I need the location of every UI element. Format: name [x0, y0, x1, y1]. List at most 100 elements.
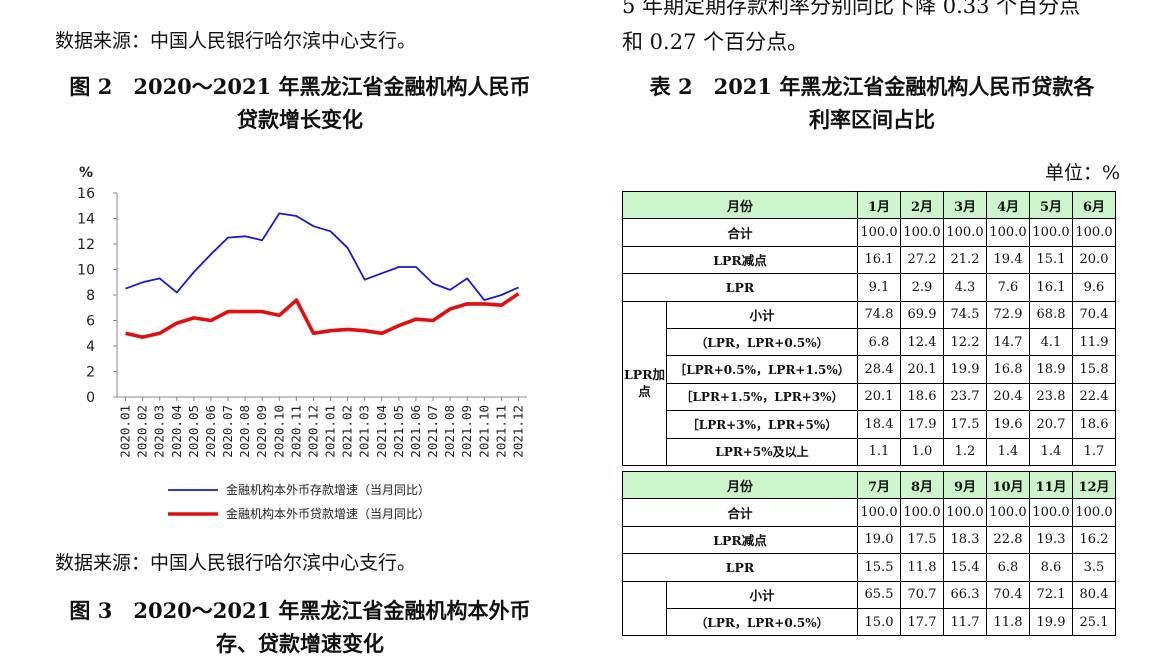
table-cell: 100.0 [1073, 499, 1116, 526]
table-cell: 20.4 [987, 383, 1030, 410]
table-cell: 6.8 [858, 328, 901, 355]
x-tick-label: 2020.03 [152, 405, 167, 458]
table-row: LPR减点 16.1 27.2 21.2 19.4 15.1 20.0 [623, 246, 1116, 273]
x-tick-label: 2021.04 [374, 405, 389, 458]
table-cell: 11.8 [901, 554, 944, 581]
table-header-row: 月份 1月 2月 3月 4月 5月 6月 [623, 192, 1116, 219]
table-cell: 74.5 [944, 301, 987, 328]
table-cell: 22.4 [1073, 383, 1116, 410]
table-cell: 69.9 [901, 301, 944, 328]
table-cell: 17.5 [901, 526, 944, 553]
table-cell: 1.4 [987, 438, 1030, 465]
unit-label: 单位：% [1045, 158, 1120, 185]
table-row: 小计 65.5 70.7 66.3 70.4 72.1 80.4 [623, 581, 1116, 608]
table-cell: 23.7 [944, 383, 987, 410]
table-cell: 11.8 [987, 608, 1030, 635]
table-cell: 65.5 [858, 581, 901, 608]
rate-table-h1: 月份 1月 2月 3月 4月 5月 6月 合计 100.0 100.0 100.… [622, 191, 1116, 466]
x-tick-label: 2020.10 [271, 405, 286, 458]
table-cell: 1.7 [1073, 438, 1116, 465]
table-cell: 100.0 [901, 219, 944, 246]
x-tick-label: 2020.01 [118, 405, 133, 458]
figure-3-title-line2: 存、贷款增速变化 [40, 627, 560, 660]
x-tick-label: 2020.05 [186, 405, 201, 458]
table-cell: 66.3 [944, 581, 987, 608]
y-tick-label: 14 [77, 212, 95, 228]
table-row: LPR+5%及以上 1.1 1.0 1.2 1.4 1.4 1.7 [623, 438, 1116, 465]
x-tick-label: 2020.08 [237, 405, 252, 458]
table-row: （LPR，LPR+0.5%） 15.0 17.7 11.7 11.8 19.9 … [623, 608, 1116, 635]
row-label: LPR减点 [623, 526, 858, 553]
lpr-plus-group-label: LPR加 点 [623, 301, 667, 465]
table-cell: 16.1 [1030, 274, 1073, 301]
legend-label: 金融机构本外币存款增速（当月同比） [226, 482, 430, 497]
side-label-line1: LPR加 [623, 366, 666, 383]
table-cell: 18.3 [944, 526, 987, 553]
table-cell: 11.7 [944, 608, 987, 635]
table-cell: 19.9 [944, 356, 987, 383]
table-cell: 9.6 [1073, 274, 1116, 301]
table-cell: 19.6 [987, 411, 1030, 438]
rate-table-h2: 月份 7月 8月 9月 10月 11月 12月 合计 100.0 100.0 1… [622, 471, 1116, 636]
y-tick-label: 2 [86, 365, 95, 381]
table-cell: 20.0 [1073, 246, 1116, 273]
table-cell: 15.4 [944, 554, 987, 581]
row-label: 合计 [623, 219, 858, 246]
table-cell: 19.9 [1030, 608, 1073, 635]
y-tick-label: 10 [77, 263, 95, 279]
table-cell: 1.1 [858, 438, 901, 465]
month-col: 7月 [858, 472, 901, 499]
y-tick-label: 16 [77, 186, 95, 202]
table-cell: 9.1 [858, 274, 901, 301]
month-col: 3月 [944, 192, 987, 219]
table-cell: 70.4 [1073, 301, 1116, 328]
table-cell: 100.0 [944, 499, 987, 526]
y-tick-label: 0 [86, 390, 95, 406]
table-header-row: 月份 7月 8月 9月 10月 11月 12月 [623, 472, 1116, 499]
x-tick-label: 2021.05 [391, 405, 406, 458]
table-cell: 1.4 [1030, 438, 1073, 465]
table-cell: 16.2 [1073, 526, 1116, 553]
y-tick-label: 12 [77, 237, 95, 253]
month-col: 11月 [1030, 472, 1073, 499]
body-text-line2: 和 0.27 个百分点。 [622, 26, 808, 56]
y-tick-label: 4 [86, 339, 95, 355]
data-source-note: 数据来源：中国人民银行哈尔滨中心支行。 [55, 26, 416, 53]
x-tick-label: 2021.07 [425, 405, 440, 458]
month-col: 1月 [858, 192, 901, 219]
table-row: ［LPR+0.5%，LPR+1.5%） 28.4 20.1 19.9 16.8 … [623, 356, 1116, 383]
x-tick-label: 2021.12 [510, 405, 525, 458]
table-cell: 19.0 [858, 526, 901, 553]
table-cell: 20.1 [901, 356, 944, 383]
table-cell: 4.3 [944, 274, 987, 301]
table-cell: 7.6 [987, 274, 1030, 301]
legend-label: 金融机构本外币贷款增速（当月同比） [226, 506, 430, 521]
body-text-line1: 5 年期定期存款利率分别同比下降 0.33 个百分点 [622, 0, 1080, 20]
table-cell: 1.2 [944, 438, 987, 465]
figure-2-title-line1: 图 2 2020～2021 年黑龙江省金融机构人民币 [40, 70, 560, 103]
table-cell: 21.2 [944, 246, 987, 273]
x-tick-label: 2021.02 [340, 405, 355, 458]
table-cell: 100.0 [987, 219, 1030, 246]
table-cell: 19.4 [987, 246, 1030, 273]
row-label: LPR+5%及以上 [667, 438, 858, 465]
row-label: LPR [623, 274, 858, 301]
x-tick-label: 2021.01 [323, 405, 338, 458]
table-cell: 18.9 [1030, 356, 1073, 383]
table-cell: 2.9 [901, 274, 944, 301]
figure-2-title-line2: 贷款增长变化 [40, 103, 560, 136]
table-cell: 17.5 [944, 411, 987, 438]
data-source-note-2: 数据来源：中国人民银行哈尔滨中心支行。 [55, 548, 416, 575]
table-row: 合计 100.0 100.0 100.0 100.0 100.0 100.0 [623, 219, 1116, 246]
side-label-line2: 点 [623, 383, 666, 400]
table-cell: 28.4 [858, 356, 901, 383]
row-label: （LPR，LPR+0.5%） [667, 328, 858, 355]
x-tick-label: 2020.07 [220, 405, 235, 458]
table-row: ［LPR+3%，LPR+5%） 18.4 17.9 17.5 19.6 20.7… [623, 411, 1116, 438]
month-col: 2月 [901, 192, 944, 219]
table-cell: 18.6 [901, 383, 944, 410]
row-label: ［LPR+1.5%，LPR+3%） [667, 383, 858, 410]
month-col: 6月 [1073, 192, 1116, 219]
month-header: 月份 [623, 472, 858, 499]
table-cell: 1.0 [901, 438, 944, 465]
